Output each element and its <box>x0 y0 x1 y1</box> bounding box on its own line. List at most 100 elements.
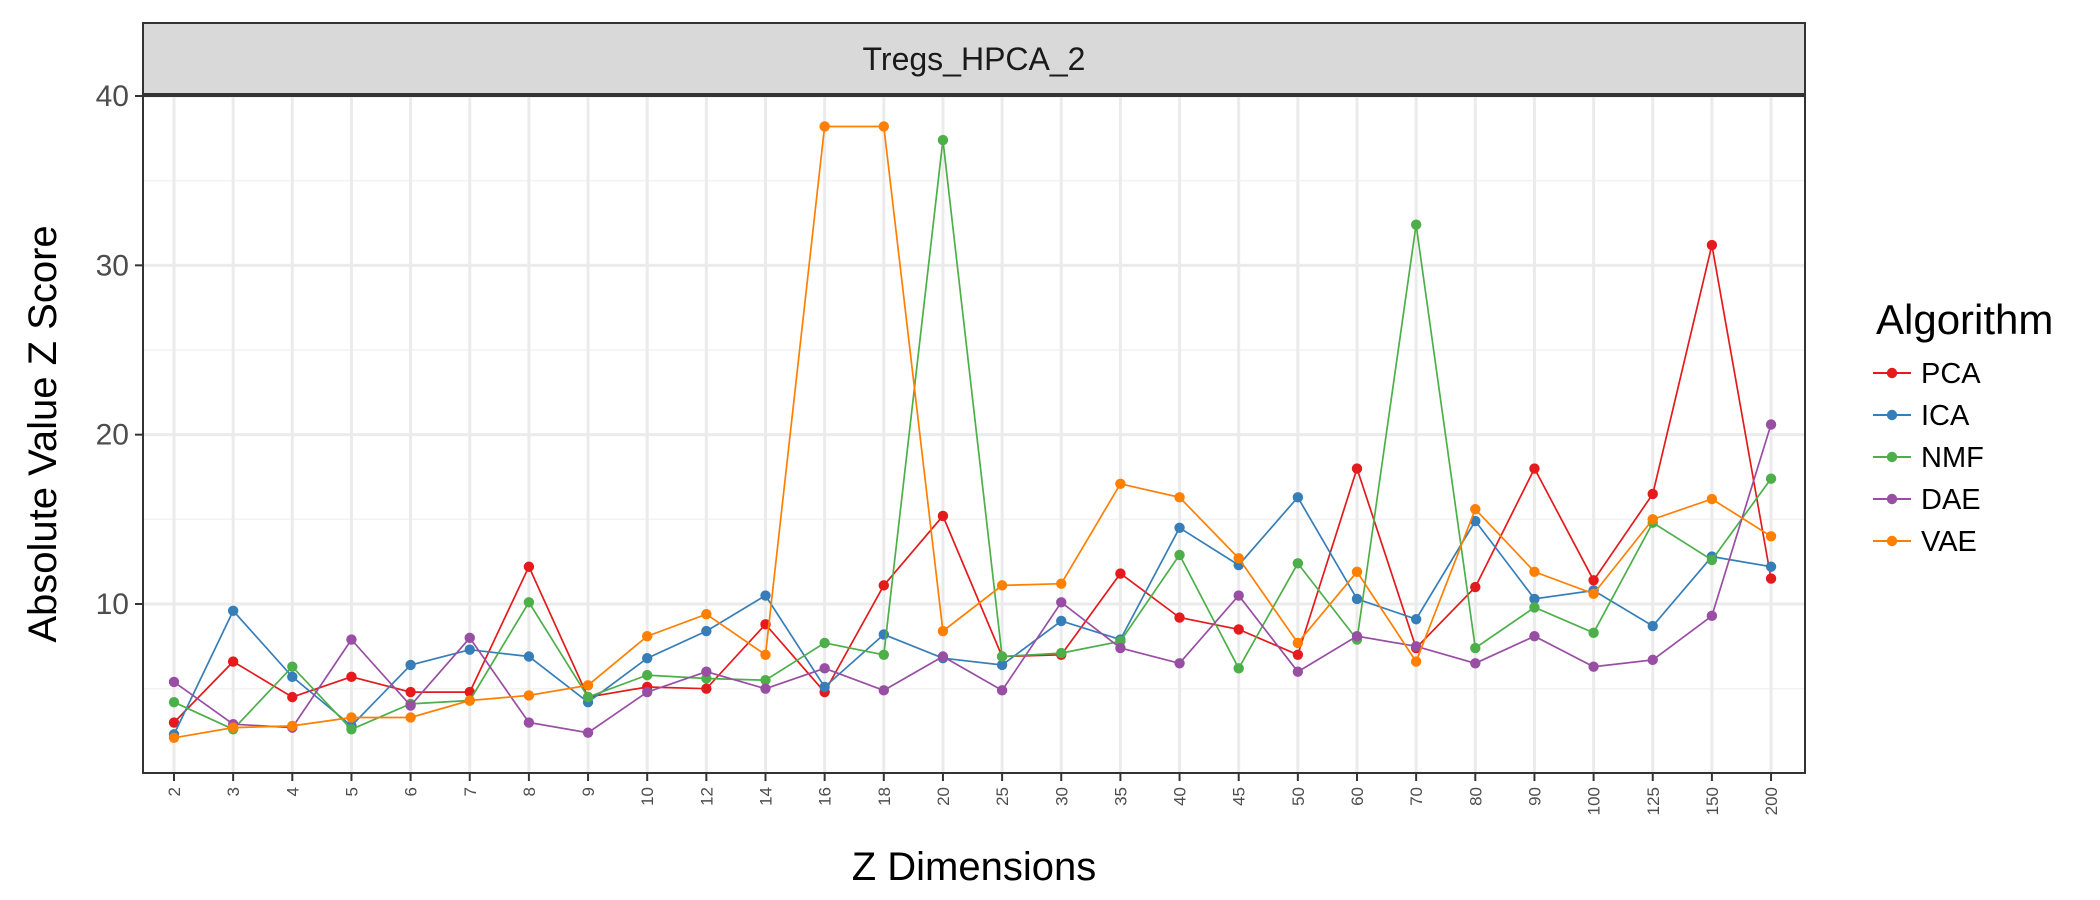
x-tick-label: 16 <box>816 787 835 806</box>
facet-strip <box>142 22 1806 96</box>
x-tick-label: 150 <box>1703 787 1722 815</box>
data-point-pca <box>1588 575 1599 586</box>
data-point-ica <box>405 659 416 671</box>
data-point-vae <box>1647 514 1658 525</box>
data-point-pca <box>1765 573 1777 584</box>
data-point-nmf <box>1233 663 1244 674</box>
data-point-vae <box>937 625 949 637</box>
x-tick-label: 9 <box>579 787 598 796</box>
data-point-dae <box>1233 590 1244 601</box>
facet-strip-title: Tregs_HPCA_2 <box>863 41 1086 77</box>
legend-title: Algorithm <box>1876 296 2053 343</box>
legend-label: PCA <box>1921 358 1981 390</box>
data-point-nmf <box>937 134 949 146</box>
data-point-dae <box>1706 610 1718 622</box>
data-point-dae <box>1292 666 1304 677</box>
x-tick-label: 7 <box>461 787 480 796</box>
data-point-ica <box>1410 614 1422 625</box>
data-point-dae <box>405 700 416 711</box>
grid-lines <box>143 94 1805 773</box>
x-tick-label: 2 <box>165 787 184 796</box>
data-point-dae <box>996 685 1008 696</box>
x-tick-label: 125 <box>1644 787 1663 815</box>
data-point-nmf <box>1174 549 1185 561</box>
data-point-pca <box>1233 624 1244 635</box>
data-point-vae <box>405 712 416 723</box>
x-tick-label: 40 <box>1171 787 1190 806</box>
x-tick-label: 4 <box>283 787 302 796</box>
data-point-nmf <box>346 724 357 735</box>
data-point-vae <box>701 608 712 620</box>
data-point-vae <box>1174 492 1185 503</box>
data-point-vae <box>1410 656 1422 667</box>
data-point-pca <box>701 683 712 694</box>
y-tick-label: 30 <box>96 249 129 282</box>
data-point-pca <box>1529 463 1540 474</box>
data-point-nmf <box>1529 602 1540 613</box>
data-point-vae <box>1233 553 1244 564</box>
series-line-dae <box>173 424 1772 734</box>
data-point-nmf <box>760 675 771 686</box>
data-point-dae <box>1588 661 1599 672</box>
data-point-dae <box>1529 630 1540 642</box>
legend-key-point <box>1886 409 1898 421</box>
data-point-vae <box>1056 578 1067 589</box>
y-axis-title: Absolute Value Z Score <box>21 225 65 642</box>
data-point-pca <box>1470 581 1481 593</box>
data-point-dae <box>1410 641 1422 652</box>
data-point-ica <box>227 605 239 616</box>
data-point-nmf <box>1765 473 1777 484</box>
series-line-pca <box>173 244 1772 724</box>
data-point-ica <box>1529 593 1540 605</box>
data-point-pca <box>346 671 357 683</box>
y-tick-label: 40 <box>96 80 129 113</box>
x-tick-label: 60 <box>1348 787 1367 806</box>
data-point-dae <box>1470 658 1481 669</box>
x-tick-label: 10 <box>638 787 657 806</box>
data-point-nmf <box>582 691 594 703</box>
legend-label: NMF <box>1921 442 1984 474</box>
x-tick-label: 14 <box>757 787 776 806</box>
data-point-dae <box>1351 630 1363 642</box>
data-point-dae <box>168 676 180 688</box>
series-layer <box>168 121 1777 743</box>
data-point-vae <box>819 121 830 132</box>
data-point-dae <box>346 634 357 645</box>
data-point-nmf <box>168 697 180 708</box>
y-tick-label: 20 <box>96 419 129 452</box>
data-point-ica <box>1765 561 1777 572</box>
x-tick-label: 70 <box>1407 787 1426 806</box>
data-point-ica <box>287 671 298 683</box>
data-point-dae <box>582 727 594 738</box>
legend-label: ICA <box>1921 400 1970 432</box>
data-point-nmf <box>1292 558 1304 569</box>
data-point-ica <box>1470 515 1481 527</box>
data-point-nmf <box>1410 219 1422 230</box>
data-point-nmf <box>878 649 889 660</box>
data-point-pca <box>937 510 949 522</box>
data-point-pca <box>227 656 239 667</box>
x-tick-label: 3 <box>224 787 243 796</box>
data-point-vae <box>1115 478 1126 489</box>
x-tick-label: 50 <box>1289 787 1308 806</box>
data-point-nmf <box>523 597 535 608</box>
legend-item-pca: PCA <box>1873 358 1981 390</box>
data-point-dae <box>760 683 771 694</box>
data-point-ica <box>878 629 889 640</box>
data-point-pca <box>168 717 180 728</box>
x-tick-label: 18 <box>875 787 894 806</box>
x-tick-label: 20 <box>934 787 953 806</box>
data-point-dae <box>1647 654 1658 666</box>
x-tick-label: 35 <box>1111 787 1130 806</box>
data-point-ica <box>1351 593 1363 605</box>
data-point-pca <box>1647 488 1658 500</box>
data-point-vae <box>168 732 180 743</box>
data-point-pca <box>1292 649 1304 660</box>
data-point-dae <box>937 651 949 662</box>
data-point-dae <box>819 663 830 674</box>
data-point-ica <box>760 590 771 601</box>
data-point-dae <box>642 686 653 698</box>
data-point-vae <box>996 580 1008 591</box>
data-point-vae <box>227 722 239 733</box>
legend-key-point <box>1886 535 1898 547</box>
